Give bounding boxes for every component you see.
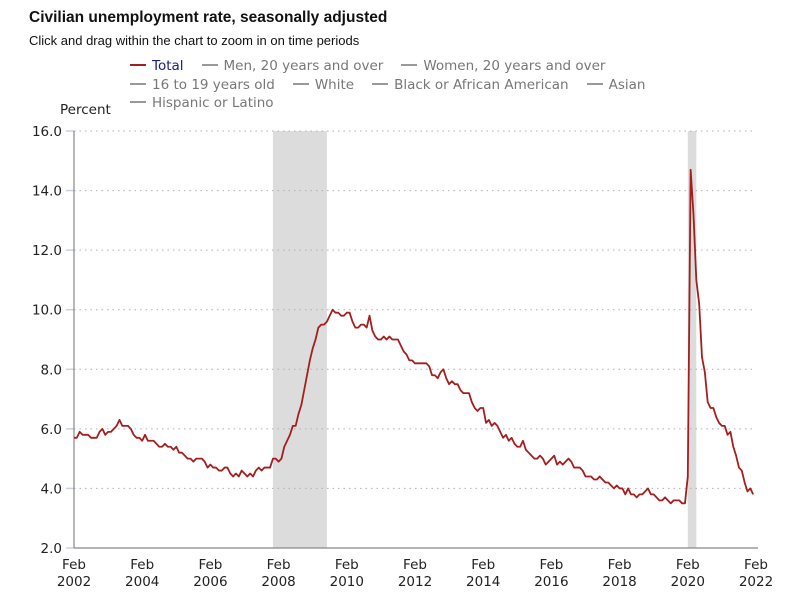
x-tick-label-year: 2022 xyxy=(739,574,773,590)
chart-subtitle: Click and drag within the chart to zoom … xyxy=(29,33,360,48)
y-tick-label: 14.0 xyxy=(32,184,62,200)
legend-item[interactable]: Total xyxy=(130,57,184,76)
legend-item[interactable]: Asian xyxy=(586,76,646,95)
legend-label: Men, 20 years and over xyxy=(223,58,384,74)
x-tick-label-year: 2010 xyxy=(330,574,364,590)
x-tick-label-year: 2002 xyxy=(57,574,91,590)
y-tick-label: 8.0 xyxy=(41,362,62,378)
legend-item[interactable]: Black or African American xyxy=(372,76,569,95)
x-tick-label-year: 2012 xyxy=(398,574,432,590)
legend-line-icon xyxy=(130,64,146,66)
x-tick-label-year: 2004 xyxy=(125,574,159,590)
x-tick-label-year: 2008 xyxy=(261,574,295,590)
legend-label: Black or African American xyxy=(394,76,569,93)
y-tick-label: 16.0 xyxy=(32,124,62,140)
legend-line-icon xyxy=(372,82,389,85)
x-tick-label-month: Feb xyxy=(608,557,632,573)
x-tick-label-month: Feb xyxy=(744,557,768,573)
y-tick-label: 4.0 xyxy=(41,481,62,497)
x-tick-label-year: 2014 xyxy=(466,574,500,590)
legend-line-icon xyxy=(130,101,146,103)
x-tick-label-month: Feb xyxy=(335,557,359,573)
recession-band xyxy=(272,131,327,548)
legend-row: Hispanic or Latino xyxy=(130,94,690,113)
x-tick-label-month: Feb xyxy=(267,557,291,573)
legend-line-icon xyxy=(586,82,603,85)
x-tick-label-month: Feb xyxy=(403,557,427,573)
y-tick-label: 12.0 xyxy=(32,243,62,259)
legend-line-icon xyxy=(292,82,309,85)
series-line-total xyxy=(74,168,754,505)
x-tick-label-year: 2016 xyxy=(534,574,568,590)
legend-item[interactable]: 16 to 19 years old xyxy=(130,76,275,95)
legend-label: Total xyxy=(152,58,184,74)
x-tick-label-month: Feb xyxy=(676,557,700,573)
legend-item[interactable]: Men, 20 years and over xyxy=(201,57,384,76)
legend-row: 16 to 19 years old White Black or African … xyxy=(130,76,690,95)
y-tick-label: 10.0 xyxy=(32,303,62,319)
x-tick-label-year: 2006 xyxy=(193,574,227,590)
legend-label: 16 to 19 years old xyxy=(152,76,275,93)
x-tick-label-year: 2018 xyxy=(602,574,636,590)
series-layer xyxy=(74,168,754,505)
chart-title: Civilian unemployment rate, seasonally a… xyxy=(29,9,388,26)
legend-row: Total Men, 20 years and over Women, 20 yea… xyxy=(130,57,690,76)
legend-line-icon xyxy=(130,82,146,85)
legend-line-icon xyxy=(201,64,218,66)
legend-label: Women, 20 years and over xyxy=(423,58,606,74)
x-tick-label-month: Feb xyxy=(471,557,495,573)
grid-layer xyxy=(74,130,756,489)
legend-item[interactable]: White xyxy=(292,76,355,95)
x-tick-label-month: Feb xyxy=(130,557,154,573)
legend-label: Hispanic or Latino xyxy=(152,95,274,111)
legend: Total Men, 20 years and over Women, 20 yea… xyxy=(130,57,690,113)
y-tick-label: 2.0 xyxy=(41,541,62,557)
axis-layer: 2.04.06.08.010.012.014.016.0Feb2002Feb20… xyxy=(32,124,773,590)
y-tick-label: 6.0 xyxy=(41,422,62,438)
legend-label: White xyxy=(314,76,355,93)
legend-item[interactable]: Women, 20 years and over xyxy=(401,57,605,76)
recession-shading-layer xyxy=(272,131,697,548)
x-tick-label-month: Feb xyxy=(62,557,86,573)
legend-label: Asian xyxy=(608,76,646,93)
x-tick-label-year: 2020 xyxy=(671,574,705,590)
legend-item[interactable]: Hispanic or Latino xyxy=(130,94,274,113)
x-tick-label-month: Feb xyxy=(198,557,222,573)
legend-line-icon xyxy=(401,64,418,66)
y-axis-label: Percent xyxy=(60,102,111,118)
recession-band xyxy=(687,131,697,548)
x-tick-label-month: Feb xyxy=(539,557,563,573)
